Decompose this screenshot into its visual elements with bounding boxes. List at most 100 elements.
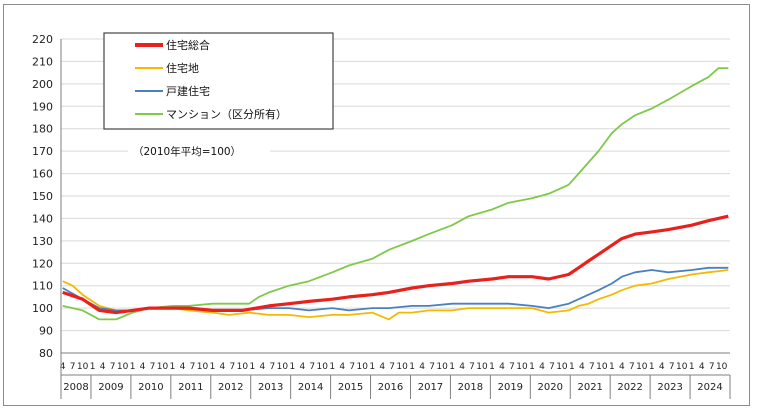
x-month-tick-label: 4 [100, 362, 106, 372]
x-year-label: 2012 [218, 382, 243, 393]
x-year-label: 2020 [538, 382, 563, 393]
x-month-tick-label: 10 [556, 362, 568, 372]
x-month-tick-label: 10 [317, 362, 329, 372]
x-month-tick-label: 1 [529, 362, 535, 372]
x-year-label: 2013 [258, 382, 283, 393]
x-month-tick-label: 1 [210, 362, 216, 372]
x-month-tick-label: 7 [669, 362, 675, 372]
x-month-tick-label: 4 [539, 362, 545, 372]
y-tick-label: 180 [32, 123, 53, 136]
legend: 住宅総合 住宅地 戸建住宅 マンション（区分所有） [103, 32, 334, 130]
x-month-tick-label: 10 [716, 362, 728, 372]
x-month-tick-label: 7 [309, 362, 315, 372]
y-tick-label: 200 [32, 78, 53, 91]
x-month-tick-label: 1 [250, 362, 256, 372]
x-month-tick-label: 4 [419, 362, 425, 372]
y-tick-label: 90 [39, 325, 53, 338]
x-month-tick-label: 4 [659, 362, 665, 372]
x-month-tick-label: 7 [190, 362, 196, 372]
x-year-label: 2024 [697, 382, 722, 393]
x-month-tick-label: 4 [339, 362, 345, 372]
x-month-tick-label: 4 [379, 362, 385, 372]
x-month-tick-label: 7 [150, 362, 156, 372]
x-year-label: 2014 [298, 382, 323, 393]
y-tick-label: 190 [32, 100, 53, 113]
x-year-label: 2021 [577, 382, 602, 393]
x-month-tick-label: 4 [60, 362, 66, 372]
x-year-label: 2023 [657, 382, 682, 393]
x-month-tick-label: 10 [516, 362, 528, 372]
y-tick-label: 210 [32, 55, 53, 68]
x-month-tick-label: 4 [180, 362, 186, 372]
x-month-tick-label: 1 [170, 362, 176, 372]
x-month-tick-label: 1 [90, 362, 96, 372]
x-month-tick-label: 10 [436, 362, 448, 372]
x-month-tick-label: 10 [396, 362, 408, 372]
legend-label-land: 住宅地 [166, 61, 199, 75]
y-tick-label: 130 [32, 235, 53, 248]
y-tick-label: 110 [32, 280, 53, 293]
x-month-tick-label: 1 [369, 362, 375, 372]
x-year-label: 2015 [338, 382, 363, 393]
x-month-tick-label: 10 [117, 362, 129, 372]
x-month-tick-label: 1 [649, 362, 655, 372]
line-residential-land [62, 269, 729, 321]
x-month-tick-label: 7 [349, 362, 355, 372]
y-tick-label: 160 [32, 168, 53, 181]
x-month-tick-label: 7 [509, 362, 515, 372]
x-month-tick-label: 4 [299, 362, 305, 372]
x-month-tick-label: 10 [356, 362, 368, 372]
x-month-tick-label: 7 [269, 362, 275, 372]
y-tick-label: 150 [32, 190, 53, 203]
note-background [128, 143, 270, 159]
x-axis: 4 7 10 1 4 7 10 1 4 7 10 1 4 7 10 1 4 7 10 1 4 7 10 1 4 7 10 1 4 7 10 1… [60, 352, 731, 399]
x-month-tick-label: 1 [130, 362, 136, 372]
y-tick-label: 220 [32, 33, 53, 46]
x-month-tick-label: 10 [596, 362, 608, 372]
y-tick-label: 140 [32, 212, 53, 225]
series-lines [62, 67, 729, 321]
x-month-tick-label: 7 [70, 362, 76, 372]
x-month-tick-label: 10 [157, 362, 169, 372]
x-month-tick-label: 1 [609, 362, 615, 372]
x-year-label: 2018 [458, 382, 483, 393]
x-month-tick-label: 10 [476, 362, 488, 372]
x-month-tick-label: 4 [499, 362, 505, 372]
x-month-tick-label: 1 [689, 362, 695, 372]
x-month-tick-label: 4 [619, 362, 625, 372]
x-year-label: 2009 [98, 382, 123, 393]
x-year-label: 2011 [178, 382, 203, 393]
x-month-tick-label: 1 [489, 362, 495, 372]
x-month-tick-label: 1 [329, 362, 335, 372]
x-month-tick-label: 4 [220, 362, 226, 372]
x-month-tick-label: 4 [579, 362, 585, 372]
x-month-tick-label: 7 [589, 362, 595, 372]
legend-label-condo: マンション（区分所有） [166, 107, 287, 121]
x-month-tick-label: 1 [289, 362, 295, 372]
x-year-label: 2010 [138, 382, 163, 393]
x-month-tick-label: 10 [237, 362, 249, 372]
x-month-tick-label: 10 [197, 362, 209, 372]
x-month-tick-label: 7 [110, 362, 116, 372]
x-month-tick-label: 7 [549, 362, 555, 372]
y-tick-label: 170 [32, 145, 53, 158]
x-month-tick-label: 10 [636, 362, 648, 372]
x-month-tick-label: 1 [409, 362, 415, 372]
line-detached-house [62, 266, 729, 312]
legend-label-house: 戸建住宅 [166, 84, 210, 98]
x-month-tick-label: 4 [259, 362, 265, 372]
line-total [62, 214, 729, 315]
x-year-label: 2019 [498, 382, 523, 393]
x-month-tick-label: 4 [459, 362, 465, 372]
x-month-tick-label: 7 [629, 362, 635, 372]
x-month-tick-label: 10 [277, 362, 289, 372]
y-tick-label: 80 [39, 347, 53, 360]
x-month-tick-label: 10 [77, 362, 89, 372]
x-month-tick-label: 7 [429, 362, 435, 372]
y-tick-label: 100 [32, 302, 53, 315]
base-year-note: （2010年平均=100） [133, 145, 241, 158]
y-tick-label: 120 [32, 257, 53, 270]
x-month-tick-label: 7 [230, 362, 236, 372]
x-month-tick-label: 7 [469, 362, 475, 372]
x-month-tick-label: 4 [699, 362, 705, 372]
